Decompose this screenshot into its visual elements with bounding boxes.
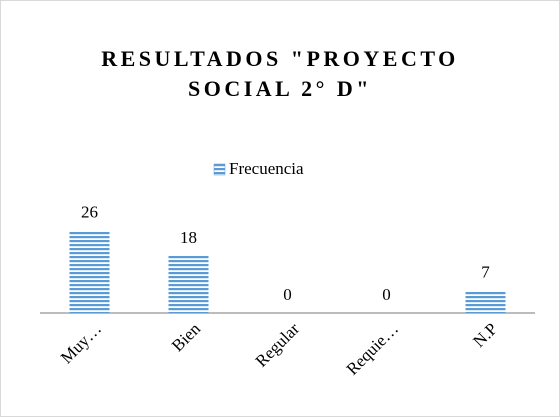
bar [168, 256, 209, 313]
bar [465, 290, 506, 313]
data-label: 26 [81, 203, 98, 222]
chart-title: RESULTADOS "PROYECTO SOCIAL 2° D" [101, 46, 459, 101]
data-label: 18 [180, 228, 197, 247]
bar [69, 230, 110, 313]
legend-swatch [213, 163, 226, 176]
data-label: 0 [283, 285, 292, 304]
data-label: 7 [481, 263, 490, 282]
legend-label: Frecuencia [229, 159, 304, 178]
data-label: 0 [382, 285, 391, 304]
